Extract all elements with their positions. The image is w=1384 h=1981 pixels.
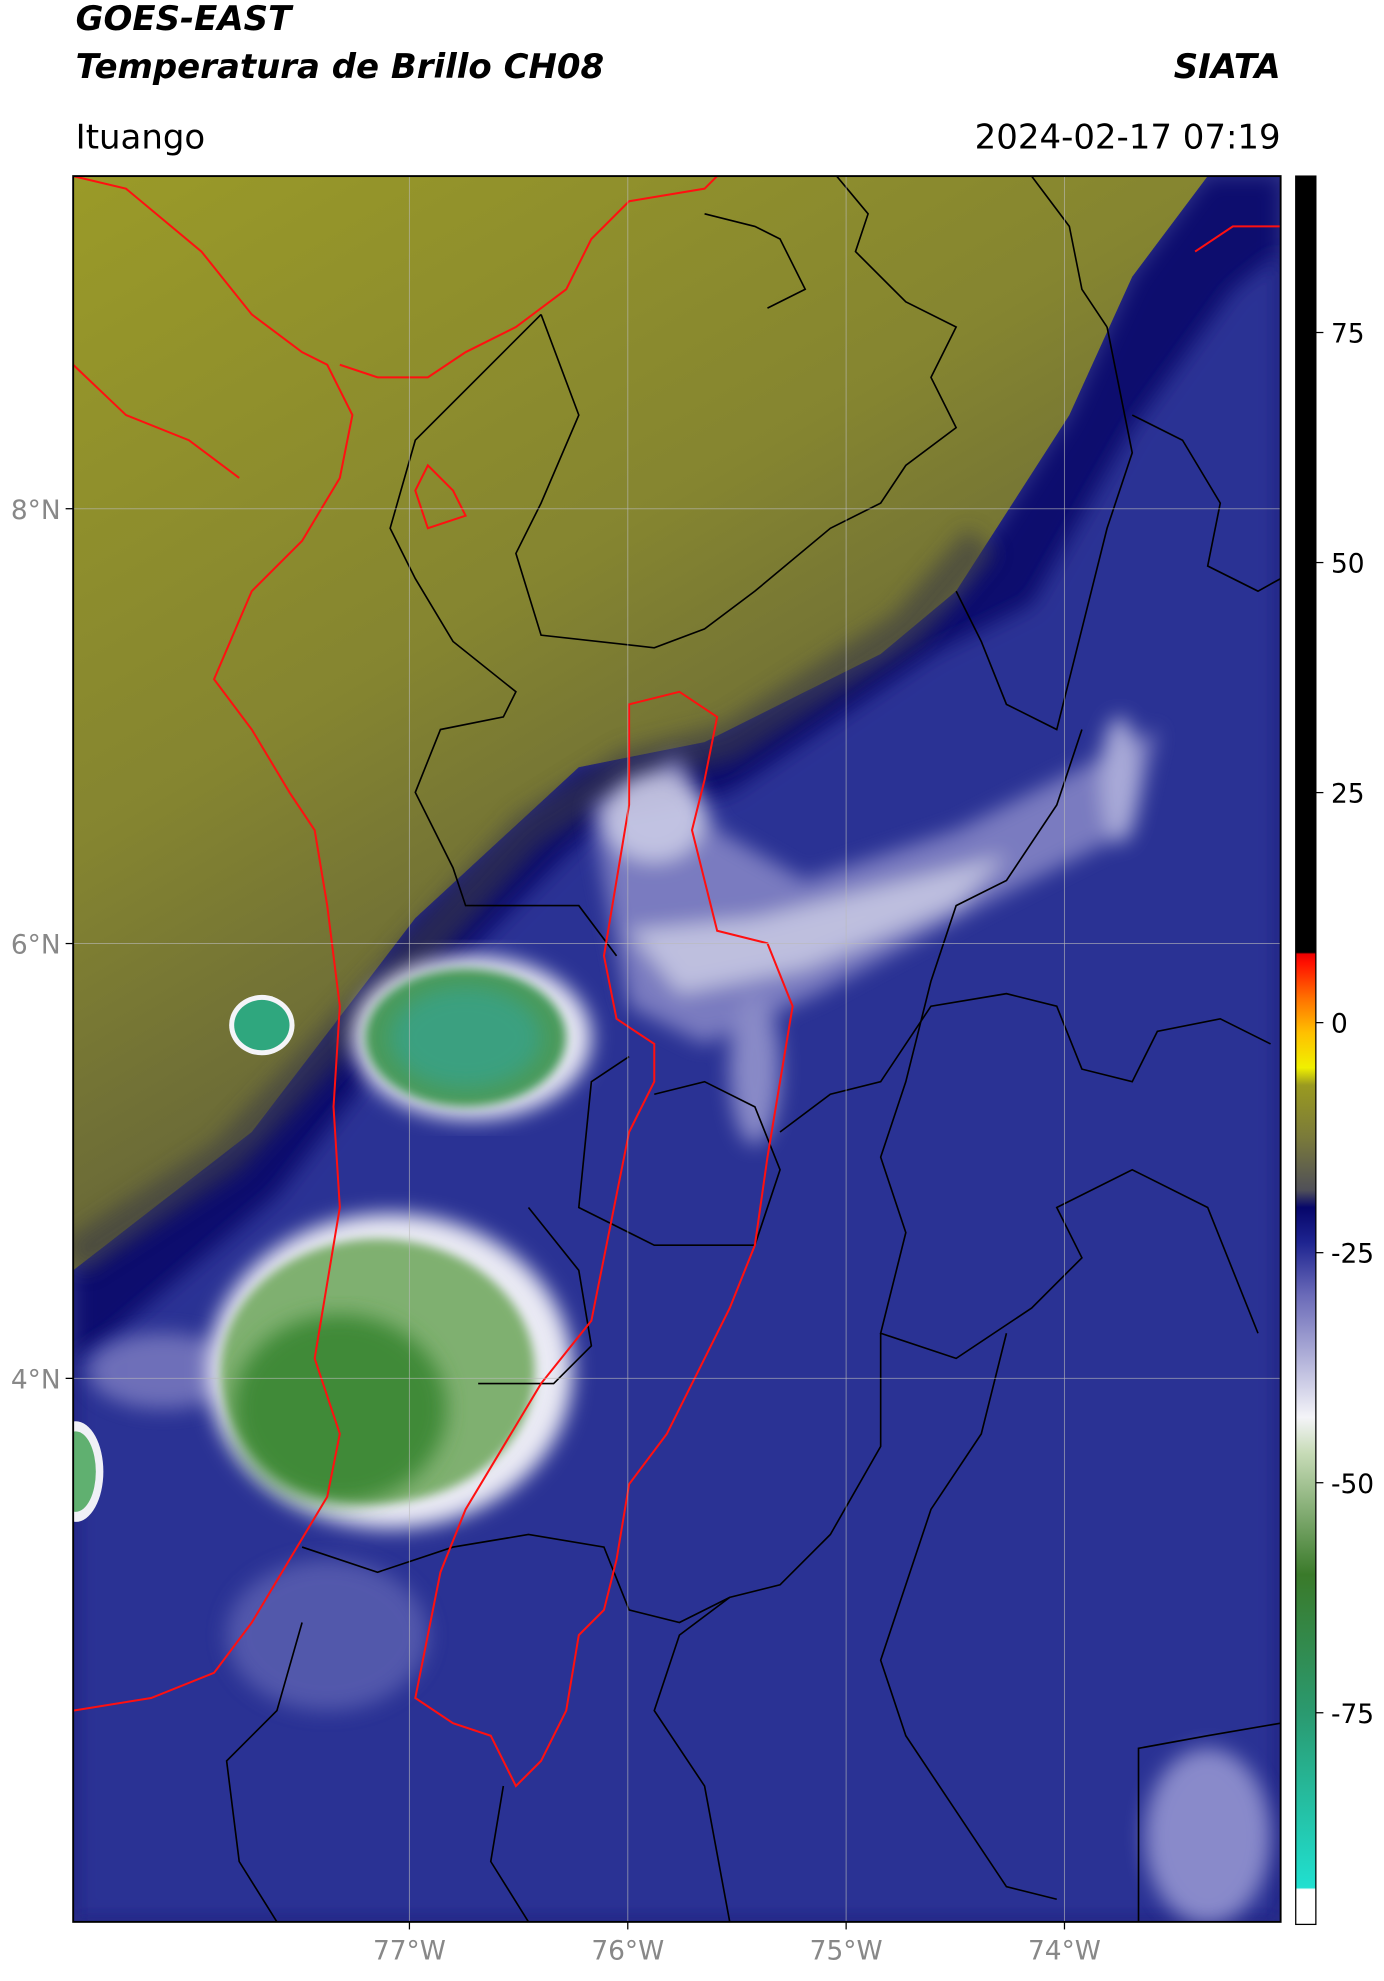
x-tick-label: 75°W: [810, 1936, 883, 1967]
colorbar-tick-label: 75: [1331, 319, 1365, 350]
location: Ituango: [76, 117, 206, 157]
admin-boundaries: [225, 176, 1281, 1922]
x-tick-label: 77°W: [373, 1936, 446, 1967]
brand: SIATA: [1174, 47, 1281, 87]
colorbar-tick-label: 25: [1331, 779, 1365, 810]
x-tick-label: 76°W: [591, 1936, 664, 1967]
subtitle: Temperatura de Brillo CH08: [76, 47, 604, 87]
title: GOES-EAST: [76, 0, 294, 39]
y-tick-label: 4°N: [11, 1364, 61, 1395]
y-tick-label: 8°N: [11, 495, 61, 526]
colorbar-tick-label: -75: [1331, 1699, 1374, 1730]
y-tick-label: 6°N: [11, 930, 61, 961]
satellite-image: [73, 176, 1281, 1922]
ticks: 77°W 76°W 75°W 74°W 8°N 6°N 4°N 75 50 25 0 -25 -50 -7…: [11, 319, 1374, 1967]
colorbar: [1295, 175, 1317, 1926]
colorbar-tick-label: -25: [1331, 1239, 1374, 1270]
x-tick-label: 74°W: [1028, 1936, 1101, 1967]
colorbar-tick-label: -50: [1331, 1469, 1374, 1500]
coastline-and-region: [73, 176, 1281, 1788]
colorbar-tick-label: 0: [1331, 1009, 1348, 1040]
grid: [73, 176, 1281, 1922]
datetime: 2024-02-17 07:19: [975, 117, 1281, 157]
colorbar-tick-label: 50: [1331, 549, 1365, 580]
map-frame: [72, 175, 1282, 1923]
